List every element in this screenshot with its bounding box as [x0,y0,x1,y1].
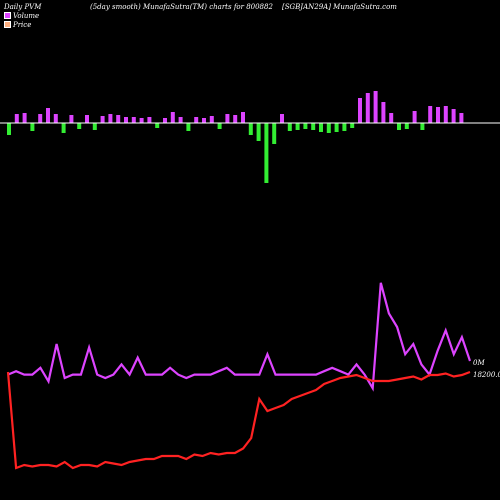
volume-bar [256,123,261,141]
legend-volume-label: Volume [13,12,40,20]
volume-bar [303,123,308,129]
volume-bar [38,114,43,123]
volume-bar [373,91,378,123]
volume-bar [459,113,464,123]
volume-bar [61,123,66,133]
volume-bar [350,123,355,128]
volume-bar [233,115,238,123]
volume-bar [178,117,183,123]
volume-bar [358,98,362,123]
legend-volume-swatch [4,12,11,19]
volume-bar [194,117,199,123]
volume-bar [209,116,214,123]
volume-bar [131,117,136,123]
volume-bar [342,123,347,131]
volume-bar [248,123,253,135]
volume-bar [295,123,300,130]
volume-bar [428,106,433,123]
volume-bar [451,109,456,123]
volume-bar [53,114,58,123]
volume-bar [404,123,409,129]
chart-title: (5day smooth) MunafaSutra(TM) charts for… [90,3,273,11]
volume-bar [30,123,35,131]
volume-bar [287,123,292,131]
volume-bar [69,115,74,123]
volume-bar [217,123,222,129]
price-line [6,370,471,470]
volume-bar [92,123,97,130]
volume-bar [85,115,89,123]
volume-bar [202,118,206,123]
volume-bar [225,114,230,123]
price-end-label: 18200.00 [473,371,500,379]
volume-bar [77,123,82,129]
volume-bar [108,114,113,123]
volume-bar [241,112,245,123]
volume-bar [443,106,448,123]
volume-bar [381,102,386,123]
volume-bar [7,123,11,135]
legend-price: Price [4,21,31,29]
volume-line [7,282,472,392]
legend-volume: Volume [4,12,39,20]
volume-bar [170,112,175,123]
chart-label-left: Daily PVM [4,3,42,11]
volume-bar [319,123,323,132]
legend-price-swatch [4,21,11,28]
volume-bar [264,123,269,183]
volume-bar [436,107,440,123]
volume-bar [280,114,284,123]
volume-bar [155,123,160,128]
volume-bar [139,118,144,123]
volume-end-label: 0M [473,359,485,367]
volume-bar [100,116,105,123]
volume-bar [326,123,331,133]
volume-bar [365,93,370,123]
volume-bar [272,123,277,144]
volume-bar [420,123,425,130]
volume-bar [116,115,121,123]
legend-price-label: Price [13,21,32,29]
volume-bar [22,113,27,123]
volume-bar [46,108,50,123]
volume-bar [163,118,167,123]
volume-bar [397,123,401,130]
volume-bars [7,91,464,183]
chart-source: [SGBJAN29A] MunafaSutra.com [282,3,397,11]
volume-bar [334,123,339,132]
volume-bar [186,123,191,131]
volume-bar [124,117,128,123]
volume-bar [14,114,19,123]
volume-bar [412,111,417,123]
volume-bar [147,117,152,123]
volume-bar [311,123,316,130]
volume-bar [389,113,394,123]
